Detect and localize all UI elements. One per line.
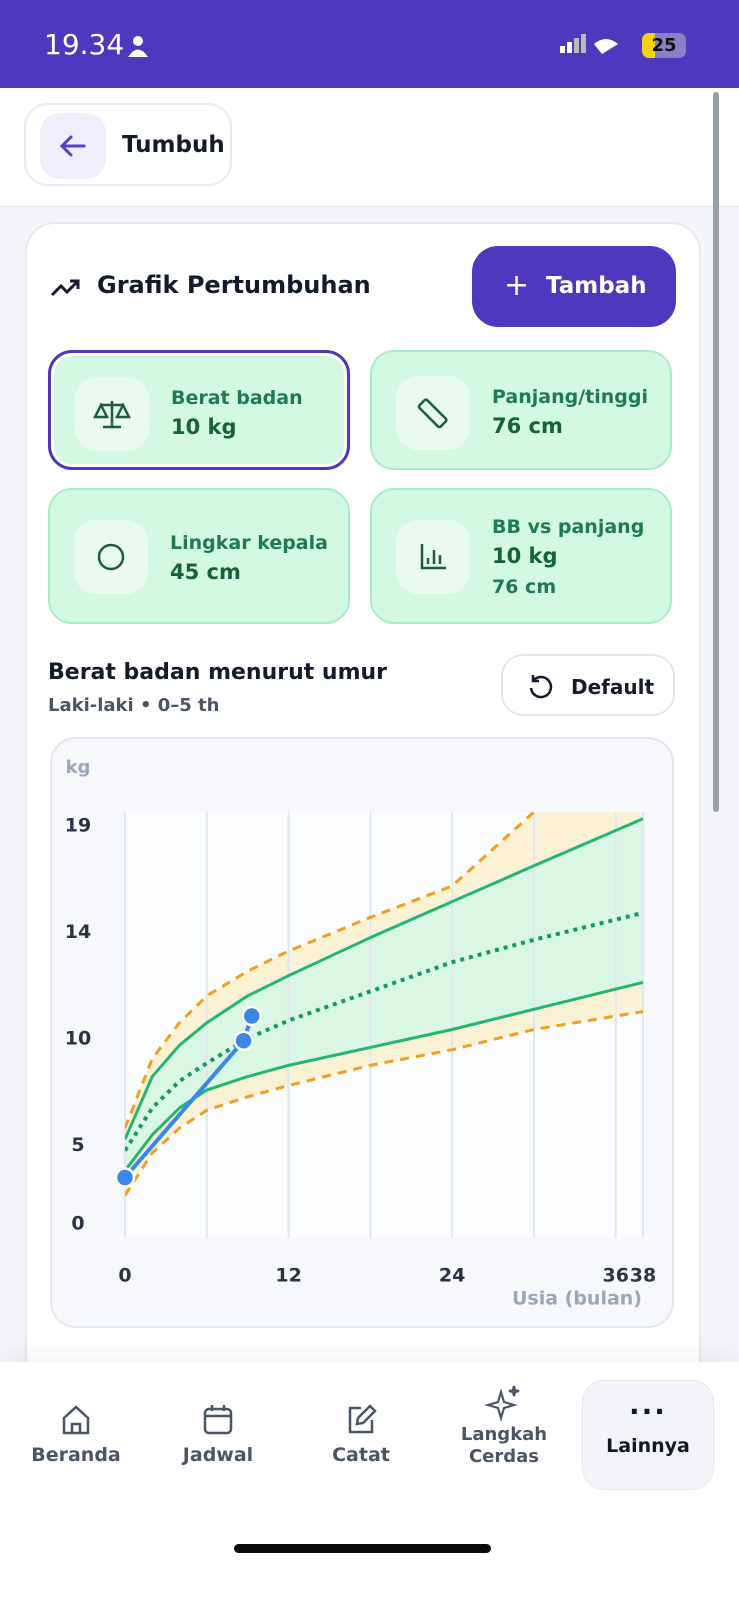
- nav-label: Catat: [332, 1444, 390, 1466]
- icon: [74, 520, 148, 594]
- metric-value: 76 cm: [492, 414, 563, 438]
- signal-wifi: [560, 34, 618, 54]
- scrollbar: [713, 92, 719, 812]
- nav-item[interactable]: Jadwal: [153, 1386, 283, 1476]
- nav-item[interactable]: Langkah Cerdas: [439, 1366, 569, 1476]
- icon: [75, 377, 149, 451]
- add-button[interactable]: + Tambah: [472, 246, 676, 327]
- nav-label: Beranda: [31, 1444, 121, 1466]
- plus-icon: +: [504, 268, 530, 303]
- time: 19.34: [44, 28, 125, 61]
- home-indicator: [234, 1544, 491, 1553]
- battery-level: 25: [651, 35, 677, 56]
- nav-item[interactable]: Catat: [296, 1386, 426, 1476]
- add-label: Tambah: [546, 273, 647, 299]
- default-button[interactable]: Default: [501, 654, 675, 716]
- back-button[interactable]: [40, 113, 106, 179]
- header: Tumbuh: [0, 88, 739, 207]
- default-label: Default: [571, 675, 655, 699]
- reset-icon: [529, 675, 553, 699]
- chart-subtitle: Laki-laki • 0–5 th: [48, 695, 220, 716]
- metric-card[interactable]: Panjang/tinggi 76 cm: [370, 350, 672, 470]
- nav-item[interactable]: ··· Lainnya: [582, 1380, 714, 1490]
- metric-value: 10 kg: [171, 415, 237, 439]
- nav-label: Langkah Cerdas: [460, 1424, 548, 1467]
- section-title: Grafik Pertumbuhan: [97, 271, 371, 299]
- metric-card[interactable]: BB vs panjang 10 kg 76 cm: [370, 488, 672, 624]
- bottom-nav: Beranda Jadwal Catat Langkah Cerdas ··· L…: [0, 1362, 739, 1600]
- metric-label: Panjang/tinggi: [492, 386, 648, 408]
- status-bar: 19.34 25: [0, 0, 739, 88]
- person-icon: [128, 36, 148, 57]
- nav-label: Lainnya: [606, 1435, 690, 1457]
- metric-card[interactable]: Berat badan 10 kg: [48, 350, 350, 470]
- metric-label: Lingkar kepala: [170, 532, 328, 554]
- chart-title: Berat badan menurut umur: [48, 660, 388, 685]
- arrow-icon: [59, 135, 86, 157]
- trend-icon: [50, 279, 80, 297]
- metric-value: 10 kg: [492, 544, 558, 568]
- metric-value-2: 76 cm: [492, 576, 557, 598]
- metric-card[interactable]: Lingkar kepala 45 cm: [48, 488, 350, 624]
- battery: 25: [642, 33, 686, 58]
- chart-container: [50, 737, 674, 1328]
- nav-label: Jadwal: [182, 1444, 254, 1466]
- nav-item[interactable]: Beranda: [11, 1386, 141, 1476]
- back-group[interactable]: Tumbuh: [24, 103, 232, 186]
- header-title: Tumbuh: [122, 132, 225, 158]
- metric-label: BB vs panjang: [492, 516, 645, 538]
- metric-label: Berat badan: [171, 387, 303, 409]
- metric-value: 45 cm: [170, 560, 241, 584]
- icon: [396, 520, 470, 594]
- icon: [396, 376, 470, 450]
